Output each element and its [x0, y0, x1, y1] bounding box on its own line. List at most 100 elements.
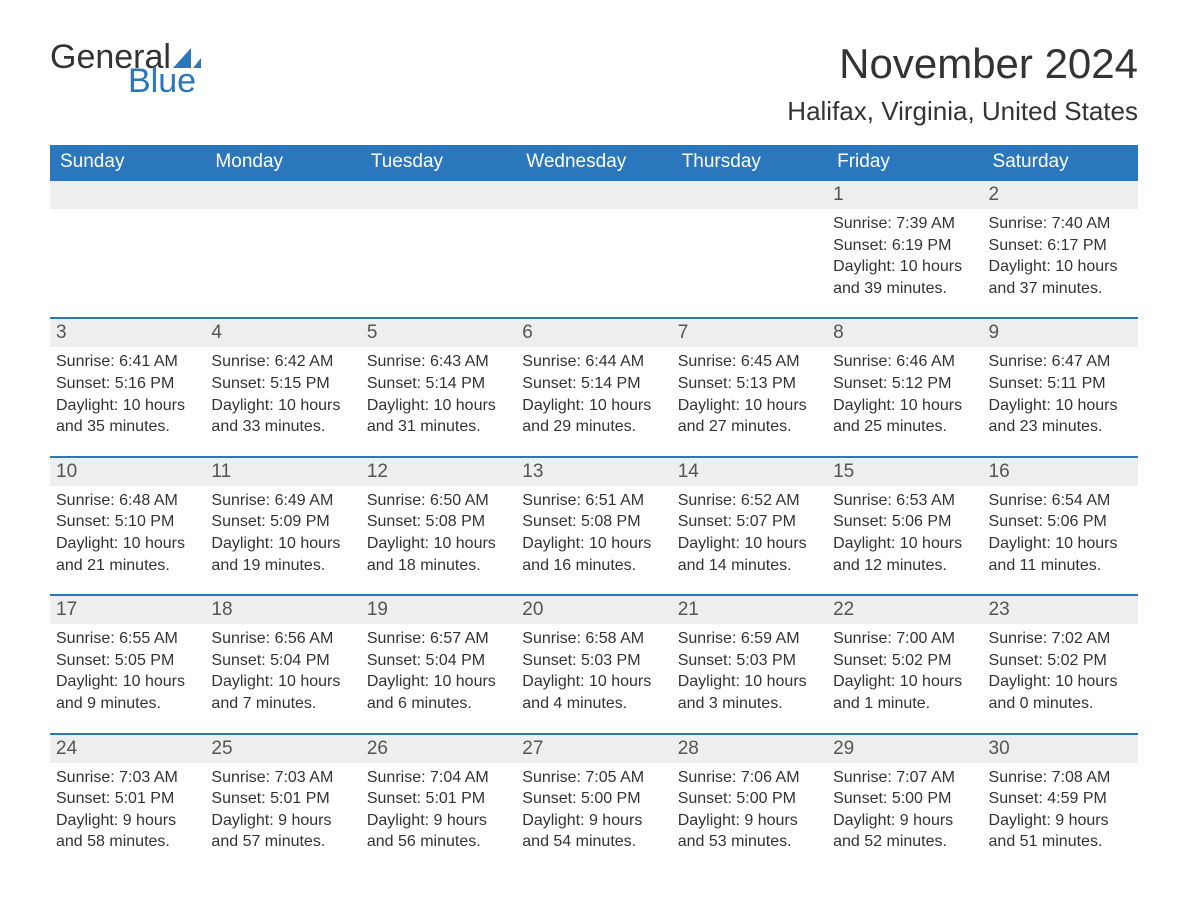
sunrise-text: Sunrise: 6:45 AM [678, 351, 821, 373]
daylight-text-2: and 9 minutes. [56, 693, 199, 715]
day-number: 12 [361, 458, 516, 486]
sunrise-text: Sunrise: 6:49 AM [211, 490, 354, 512]
daylight-text-1: Daylight: 9 hours [989, 810, 1132, 832]
calendar-day-cell: 12Sunrise: 6:50 AMSunset: 5:08 PMDayligh… [361, 457, 516, 595]
day-data: Sunrise: 7:04 AMSunset: 5:01 PMDaylight:… [367, 767, 510, 853]
sunset-text: Sunset: 5:09 PM [211, 511, 354, 533]
day-number: 14 [672, 458, 827, 486]
daylight-text-1: Daylight: 10 hours [833, 256, 976, 278]
day-data: Sunrise: 7:03 AMSunset: 5:01 PMDaylight:… [211, 767, 354, 853]
calendar-day-cell: 1Sunrise: 7:39 AMSunset: 6:19 PMDaylight… [827, 180, 982, 318]
daylight-text-1: Daylight: 10 hours [833, 671, 976, 693]
day-number: 15 [827, 458, 982, 486]
sunset-text: Sunset: 5:06 PM [833, 511, 976, 533]
daylight-text-1: Daylight: 10 hours [989, 671, 1132, 693]
sunset-text: Sunset: 4:59 PM [989, 788, 1132, 810]
daylight-text-2: and 31 minutes. [367, 416, 510, 438]
calendar-day-cell: 9 Sunrise: 6:47 AMSunset: 5:11 PMDaylight… [983, 318, 1138, 456]
daylight-text-1: Daylight: 10 hours [367, 533, 510, 555]
daylight-text-2: and 1 minute. [833, 693, 976, 715]
day-data: Sunrise: 6:52 AMSunset: 5:07 PMDaylight:… [678, 490, 821, 576]
day-data: Sunrise: 6:47 AMSunset: 5:11 PMDaylight:… [989, 351, 1132, 437]
sunset-text: Sunset: 5:14 PM [367, 373, 510, 395]
calendar-day-cell: 11Sunrise: 6:49 AMSunset: 5:09 PMDayligh… [205, 457, 360, 595]
day-number-bar [361, 181, 516, 209]
day-of-week-header: Sunday Monday Tuesday Wednesday Thursday… [50, 145, 1138, 180]
daylight-text-2: and 54 minutes. [522, 831, 665, 853]
day-number: 8 [827, 319, 982, 347]
day-data: Sunrise: 6:46 AMSunset: 5:12 PMDaylight:… [833, 351, 976, 437]
sunset-text: Sunset: 5:01 PM [211, 788, 354, 810]
sunset-text: Sunset: 5:14 PM [522, 373, 665, 395]
daylight-text-2: and 3 minutes. [678, 693, 821, 715]
day-data: Sunrise: 6:56 AMSunset: 5:04 PMDaylight:… [211, 628, 354, 714]
day-data: Sunrise: 6:43 AMSunset: 5:14 PMDaylight:… [367, 351, 510, 437]
dow-tuesday: Tuesday [361, 145, 516, 180]
daylight-text-1: Daylight: 10 hours [522, 533, 665, 555]
sunrise-text: Sunrise: 7:04 AM [367, 767, 510, 789]
daylight-text-1: Daylight: 10 hours [678, 395, 821, 417]
sunrise-text: Sunrise: 6:55 AM [56, 628, 199, 650]
daylight-text-1: Daylight: 10 hours [367, 395, 510, 417]
sunrise-text: Sunrise: 6:50 AM [367, 490, 510, 512]
sunrise-text: Sunrise: 7:40 AM [989, 213, 1132, 235]
day-number: 25 [205, 735, 360, 763]
daylight-text-2: and 56 minutes. [367, 831, 510, 853]
daylight-text-1: Daylight: 10 hours [211, 395, 354, 417]
calendar-day-cell: 21Sunrise: 6:59 AMSunset: 5:03 PMDayligh… [672, 595, 827, 733]
day-data: Sunrise: 7:02 AMSunset: 5:02 PMDaylight:… [989, 628, 1132, 714]
day-number: 9 [983, 319, 1138, 347]
sunset-text: Sunset: 5:16 PM [56, 373, 199, 395]
dow-wednesday: Wednesday [516, 145, 671, 180]
daylight-text-2: and 35 minutes. [56, 416, 199, 438]
day-data: Sunrise: 7:40 AMSunset: 6:17 PMDaylight:… [989, 213, 1132, 299]
logo: General Blue [50, 40, 201, 98]
daylight-text-1: Daylight: 9 hours [211, 810, 354, 832]
sunrise-text: Sunrise: 7:02 AM [989, 628, 1132, 650]
day-number: 1 [827, 181, 982, 209]
daylight-text-2: and 53 minutes. [678, 831, 821, 853]
daylight-text-2: and 18 minutes. [367, 555, 510, 577]
day-number: 18 [205, 596, 360, 624]
calendar-day-cell: 5Sunrise: 6:43 AMSunset: 5:14 PMDaylight… [361, 318, 516, 456]
day-number: 30 [983, 735, 1138, 763]
daylight-text-1: Daylight: 10 hours [989, 256, 1132, 278]
daylight-text-1: Daylight: 10 hours [833, 395, 976, 417]
month-title: November 2024 [787, 40, 1138, 88]
dow-monday: Monday [205, 145, 360, 180]
daylight-text-2: and 39 minutes. [833, 278, 976, 300]
day-number: 11 [205, 458, 360, 486]
calendar-week: 17Sunrise: 6:55 AMSunset: 5:05 PMDayligh… [50, 595, 1138, 733]
day-data: Sunrise: 6:53 AMSunset: 5:06 PMDaylight:… [833, 490, 976, 576]
sunrise-text: Sunrise: 7:00 AM [833, 628, 976, 650]
sunset-text: Sunset: 6:19 PM [833, 235, 976, 257]
sunset-text: Sunset: 5:02 PM [833, 650, 976, 672]
calendar-day-cell: 22 Sunrise: 7:00 AMSunset: 5:02 PMDayligh… [827, 595, 982, 733]
day-number-bar [205, 181, 360, 209]
dow-saturday: Saturday [983, 145, 1138, 180]
calendar-day-cell: 18 Sunrise: 6:56 AMSunset: 5:04 PMDayligh… [205, 595, 360, 733]
day-number: 20 [516, 596, 671, 624]
day-number: 22 [827, 596, 982, 624]
calendar-week: 24Sunrise: 7:03 AMSunset: 5:01 PMDayligh… [50, 734, 1138, 871]
calendar-day-cell: 23 Sunrise: 7:02 AMSunset: 5:02 PMDayligh… [983, 595, 1138, 733]
sunset-text: Sunset: 5:00 PM [833, 788, 976, 810]
sunrise-text: Sunrise: 7:05 AM [522, 767, 665, 789]
sunrise-text: Sunrise: 7:03 AM [211, 767, 354, 789]
day-data: Sunrise: 6:54 AMSunset: 5:06 PMDaylight:… [989, 490, 1132, 576]
calendar-day-cell: 24Sunrise: 7:03 AMSunset: 5:01 PMDayligh… [50, 734, 205, 871]
sunrise-text: Sunrise: 6:47 AM [989, 351, 1132, 373]
calendar-day-cell: 8 Sunrise: 6:46 AMSunset: 5:12 PMDaylight… [827, 318, 982, 456]
daylight-text-2: and 25 minutes. [833, 416, 976, 438]
daylight-text-1: Daylight: 10 hours [678, 533, 821, 555]
daylight-text-2: and 6 minutes. [367, 693, 510, 715]
day-number: 23 [983, 596, 1138, 624]
day-data: Sunrise: 7:08 AMSunset: 4:59 PMDaylight:… [989, 767, 1132, 853]
calendar-day-cell: 2Sunrise: 7:40 AMSunset: 6:17 PMDaylight… [983, 180, 1138, 318]
sunrise-text: Sunrise: 6:59 AM [678, 628, 821, 650]
sunrise-text: Sunrise: 6:52 AM [678, 490, 821, 512]
sunrise-text: Sunrise: 7:07 AM [833, 767, 976, 789]
calendar-day-cell [361, 180, 516, 318]
calendar-day-cell: 27Sunrise: 7:05 AMSunset: 5:00 PMDayligh… [516, 734, 671, 871]
day-number: 29 [827, 735, 982, 763]
